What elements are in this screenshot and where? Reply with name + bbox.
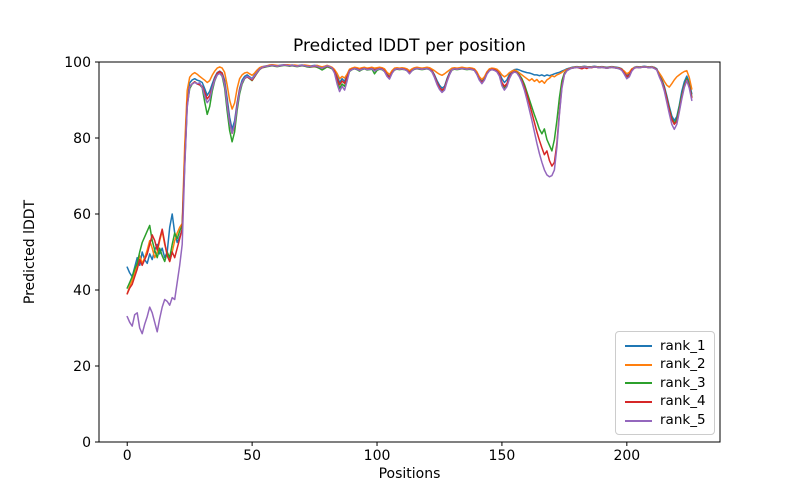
x-tick-label: 100 [364, 448, 391, 464]
y-tick-label: 0 [82, 435, 91, 451]
axes-spines [98, 61, 721, 443]
x-axis-label: Positions [378, 466, 441, 482]
x-tick-label: 50 [243, 448, 261, 464]
legend-line-swatch [625, 363, 652, 366]
legend-label: rank_4 [660, 393, 706, 410]
legend-item-rank_2: rank_2 [625, 356, 706, 375]
x-tick-label: 200 [613, 448, 640, 464]
legend-line-swatch [625, 419, 652, 422]
y-tick-label: 20 [73, 359, 91, 375]
legend-item-rank_4: rank_4 [625, 393, 706, 412]
legend: rank_1 rank_2 rank_3 rank_4 rank_5 [615, 331, 715, 435]
legend-line-swatch [625, 345, 652, 348]
series-line-rank_4 [126, 64, 693, 295]
legend-label: rank_2 [660, 356, 706, 373]
y-tick-label: 40 [73, 283, 91, 299]
x-tick-label: 150 [489, 448, 516, 464]
x-tick-label: 0 [123, 448, 132, 464]
legend-label: rank_5 [660, 411, 706, 428]
y-tick-label: 80 [73, 131, 91, 147]
legend-label: rank_3 [660, 374, 706, 391]
legend-item-rank_3: rank_3 [625, 374, 706, 393]
legend-line-swatch [625, 401, 652, 404]
legend-item-rank_5: rank_5 [625, 411, 706, 430]
legend-line-swatch [625, 382, 652, 385]
series-line-rank_2 [126, 63, 693, 295]
chart-title: Predicted lDDT per position [293, 36, 526, 56]
series-line-rank_5 [126, 64, 693, 335]
legend-label: rank_1 [660, 337, 706, 354]
y-axis-label: Predicted lDDT [22, 199, 38, 305]
legend-item-rank_1: rank_1 [625, 337, 706, 356]
series-line-rank_3 [126, 64, 693, 289]
y-tick-label: 60 [73, 207, 91, 223]
y-tick-label: 100 [64, 55, 91, 71]
